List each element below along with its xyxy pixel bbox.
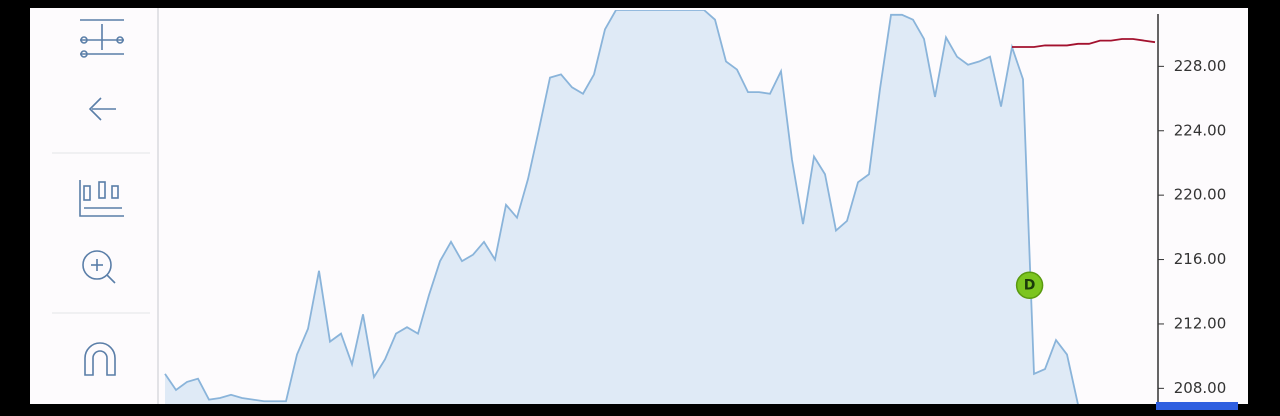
y-tick-label: 228.00 (1174, 57, 1227, 75)
magnet-button[interactable] (84, 342, 116, 376)
area-fill (165, 10, 1078, 404)
plot (164, 10, 1156, 404)
back-button[interactable] (88, 97, 116, 121)
price-marker (1156, 402, 1238, 410)
price-line (164, 10, 1079, 404)
settings-button[interactable] (80, 19, 124, 58)
y-tick-label: 216.00 (1174, 250, 1227, 268)
chart-type-button[interactable] (79, 180, 124, 217)
y-tick-label: 212.00 (1174, 314, 1227, 332)
y-tick-label: 224.00 (1174, 121, 1227, 139)
event-label: D (1024, 277, 1036, 293)
event-marker (1015, 271, 1044, 300)
price-line (1012, 38, 1156, 48)
zoom-button[interactable] (82, 250, 116, 284)
y-tick-label: 208.00 (1174, 379, 1227, 397)
y-tick-label: 220.00 (1174, 186, 1227, 204)
